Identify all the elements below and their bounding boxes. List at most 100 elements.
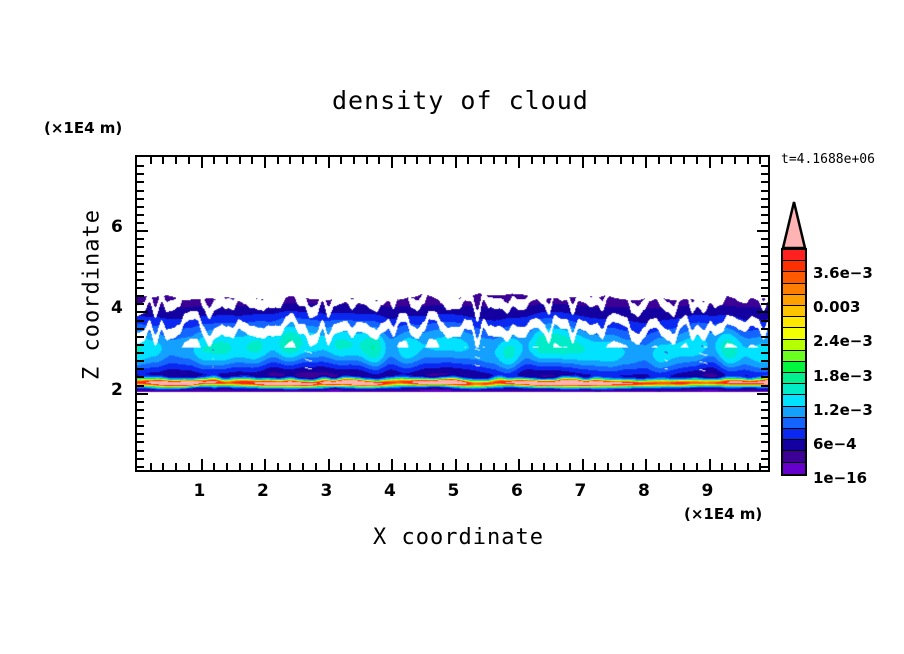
y-tick-right: [761, 408, 768, 411]
x-tick: [327, 459, 330, 470]
y-tick-right: [761, 465, 768, 468]
x-axis-label: X coordinate: [373, 525, 544, 550]
colorbar-label: 1e−16: [813, 469, 868, 488]
y-tick-right: [761, 270, 768, 273]
y-tick: [137, 368, 144, 371]
x-tick: [568, 463, 571, 470]
colorbar-bands: [781, 248, 807, 476]
x-tick: [200, 459, 203, 470]
y-tick-right: [761, 222, 768, 225]
y-tick-right: [761, 319, 768, 322]
x-tick: [238, 463, 241, 470]
x-tick: [467, 463, 470, 470]
x-tick-top: [581, 157, 584, 168]
y-tick: [137, 417, 144, 420]
y-axis-label: Z coordinate: [79, 209, 105, 380]
y-tick-right: [761, 457, 768, 460]
x-tick: [543, 463, 546, 470]
y-tick-right: [761, 441, 768, 444]
y-tick: [137, 408, 144, 411]
x-tick-top: [352, 157, 355, 164]
x-tick: [454, 459, 457, 470]
y-tick: [137, 238, 144, 241]
y-tick-right: [757, 392, 768, 395]
x-tick-top: [518, 157, 520, 168]
x-tick-top: [162, 157, 165, 164]
colorbar-band: [783, 294, 805, 306]
x-tick-top: [695, 157, 698, 164]
y-tick: [137, 465, 144, 468]
y-tick-right: [761, 343, 768, 346]
y-tick: [137, 400, 144, 403]
x-tick: [276, 463, 279, 470]
x-tick: [746, 463, 749, 470]
y-tick-right: [761, 287, 768, 290]
x-tick-top: [632, 157, 635, 164]
x-tick: [479, 463, 482, 470]
x-tick: [378, 463, 381, 470]
y-tick-right: [761, 189, 768, 192]
x-tick-top: [175, 157, 178, 164]
colorbar-band: [783, 384, 805, 396]
time-annotation: t=4.1688e+06: [781, 152, 875, 167]
y-tick-right: [761, 262, 768, 265]
x-tick-top: [187, 157, 190, 164]
x-tick: [391, 459, 393, 470]
x-tick-top: [289, 157, 292, 164]
x-tick-label: 6: [511, 481, 523, 501]
x-tick-top: [276, 157, 279, 164]
x-tick: [695, 463, 698, 470]
y-tick-right: [761, 360, 768, 363]
y-tick: [137, 197, 144, 200]
x-tick-top: [543, 157, 546, 164]
y-tick: [137, 360, 144, 363]
x-tick: [416, 463, 419, 470]
y-tick: [137, 295, 144, 298]
y-tick-right: [761, 384, 768, 387]
x-tick-label: 7: [574, 481, 587, 501]
x-tick-top: [683, 157, 686, 164]
y-tick: [137, 230, 148, 233]
x-tick-top: [454, 157, 457, 168]
y-axis-unit-label: (×1E4 m): [44, 119, 123, 137]
colorbar-band: [783, 317, 805, 329]
x-tick: [352, 463, 355, 470]
y-tick: [137, 173, 144, 176]
x-tick-top: [225, 157, 228, 164]
y-tick: [137, 327, 144, 330]
x-tick: [594, 463, 597, 470]
x-tick: [556, 463, 559, 470]
y-tick: [137, 392, 148, 395]
y-tick: [137, 205, 144, 208]
x-tick: [670, 463, 673, 470]
colorbar-band: [783, 451, 805, 463]
y-tick-right: [761, 254, 768, 257]
x-tick-top: [391, 157, 393, 168]
colorbar-band: [783, 350, 805, 362]
y-tick-right: [761, 246, 768, 249]
colorbar-band: [783, 305, 805, 318]
y-tick: [137, 213, 144, 216]
y-tick: [137, 425, 144, 428]
x-tick-top: [708, 157, 711, 168]
y-tick: [137, 270, 144, 273]
x-tick: [708, 459, 711, 470]
y-tick-right: [761, 376, 768, 379]
x-tick-label: 2: [257, 481, 269, 501]
colorbar-band: [783, 283, 805, 295]
y-tick: [137, 343, 144, 346]
y-tick-right: [761, 352, 768, 355]
x-tick-top: [238, 157, 241, 164]
colorbar-over-arrow: [781, 201, 807, 250]
x-tick: [289, 463, 292, 470]
x-tick: [619, 463, 622, 470]
x-tick-label: 9: [701, 481, 714, 501]
x-tick-label: 5: [447, 481, 460, 501]
y-tick-right: [761, 433, 768, 436]
x-tick-top: [479, 157, 482, 164]
y-tick: [137, 262, 144, 265]
y-tick: [137, 165, 144, 168]
x-tick: [429, 463, 432, 470]
x-tick: [264, 459, 266, 470]
